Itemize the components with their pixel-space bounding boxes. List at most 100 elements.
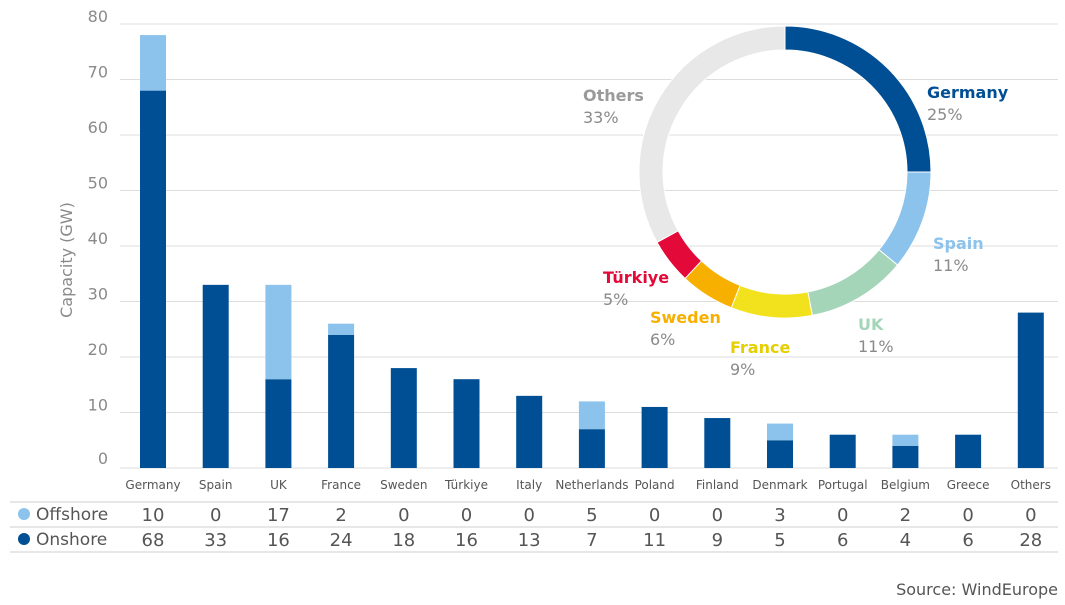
table-cell: 16 [267, 530, 290, 551]
bar-onshore [955, 434, 982, 468]
donut-percent: 6% [650, 330, 675, 349]
x-tick-label: Belgium [881, 478, 930, 492]
donut-percent: 5% [603, 290, 628, 309]
table-cell: 33 [204, 530, 227, 551]
legend-swatch-onshore [18, 533, 30, 545]
table-cell: 7 [586, 530, 597, 551]
donut-label: France [730, 338, 790, 357]
bar-offshore [892, 434, 919, 446]
table-cell: 17 [267, 505, 290, 526]
y-tick-label: 80 [88, 7, 108, 26]
x-tick-label: Poland [635, 478, 675, 492]
donut-percent: 33% [583, 108, 619, 127]
table-cell: 2 [335, 505, 346, 526]
table-cell: 18 [392, 530, 415, 551]
x-tick-label: Sweden [380, 478, 427, 492]
bar-offshore [578, 401, 605, 430]
donut-slice-uk [807, 249, 899, 316]
bar-onshore [641, 406, 668, 468]
bar-onshore [516, 395, 543, 468]
y-tick-label: 30 [88, 285, 108, 304]
table-cell: 5 [774, 530, 785, 551]
table-cell: 0 [210, 505, 221, 526]
donut-slice-others [638, 25, 786, 244]
donut-percent: 25% [927, 105, 963, 124]
donut-chart: Germany 25% Spain 11% UK 11% France 9% Sweden 6% T… [583, 25, 1009, 379]
donut-percent: 9% [730, 360, 755, 379]
x-tick-label: Germany [125, 478, 180, 492]
table-cell: 9 [712, 530, 723, 551]
table-cell: 0 [523, 505, 534, 526]
y-tick-label: 0 [98, 449, 108, 468]
bar-offshore [767, 423, 793, 441]
bar-onshore [390, 368, 417, 468]
x-tick-label: Finland [696, 478, 739, 492]
legend-swatch-offshore [18, 508, 30, 520]
table-cell: 0 [461, 505, 472, 526]
y-tick-label: 20 [88, 340, 108, 359]
bar-offshore [140, 35, 166, 91]
x-axis-ticks: Germany Spain UK France Sweden Türkiye Italy Ne… [125, 478, 1051, 492]
x-tick-label: Greece [947, 478, 990, 492]
table-cell: 3 [774, 505, 785, 526]
bar-onshore [202, 284, 229, 468]
donut-percent: 11% [933, 256, 969, 275]
bar-onshore [140, 90, 166, 468]
table-cell: 0 [1025, 505, 1036, 526]
donut-percent: 11% [858, 337, 894, 356]
donut-label: Sweden [650, 308, 721, 327]
table-cell: 11 [643, 530, 666, 551]
table-cell: 0 [962, 505, 973, 526]
bar-onshore [328, 334, 355, 468]
table-cell: 0 [649, 505, 660, 526]
donut-label: Others [583, 86, 644, 105]
x-tick-label: Italy [516, 478, 542, 492]
data-table: Offshore 10 0 17 2 0 0 0 5 0 0 3 0 2 0 0 Onshore 68 33 16 24… [10, 501, 1058, 553]
bar-onshore [892, 445, 919, 468]
donut-label: Germany [927, 83, 1009, 102]
y-axis-ticks: 0 10 20 30 40 50 60 70 80 [88, 7, 108, 468]
y-tick-label: 60 [88, 118, 108, 137]
donut-slice-spain [878, 171, 932, 266]
donut-slice-france [730, 284, 813, 319]
donut-label: Spain [933, 234, 984, 253]
table-cell: 6 [837, 530, 848, 551]
x-tick-label: Portugal [818, 478, 868, 492]
legend-label: Onshore [36, 530, 107, 550]
table-cell: 10 [142, 505, 165, 526]
y-tick-label: 10 [88, 396, 108, 415]
bar-onshore [829, 434, 856, 468]
table-cell: 28 [1019, 530, 1042, 551]
donut-label: Türkiye [603, 268, 669, 287]
x-tick-label: Türkiye [444, 478, 488, 492]
legend-label: Offshore [36, 505, 108, 525]
table-cell: 0 [712, 505, 723, 526]
donut-label: UK [858, 315, 884, 334]
table-cell: 4 [900, 530, 911, 551]
x-tick-label: UK [270, 478, 288, 492]
bar-onshore [1017, 312, 1044, 468]
x-tick-label: Others [1011, 478, 1051, 492]
bars [140, 35, 1044, 468]
source-note: Source: WindEurope [896, 580, 1058, 599]
y-tick-label: 70 [88, 63, 108, 82]
table-cell: 0 [398, 505, 409, 526]
x-tick-label: Netherlands [555, 478, 628, 492]
y-tick-label: 40 [88, 229, 108, 248]
table-cell: 6 [962, 530, 973, 551]
donut-slice-germany [784, 25, 932, 173]
bar-onshore [265, 379, 292, 468]
table-cell: 5 [586, 505, 597, 526]
bar-offshore [328, 323, 355, 335]
bar-onshore [578, 429, 605, 468]
bar-offshore [265, 284, 292, 380]
bar-onshore [767, 440, 793, 468]
x-tick-label: Spain [199, 478, 233, 492]
table-cell: 24 [330, 530, 353, 551]
x-tick-label: France [321, 478, 361, 492]
table-cell: 68 [142, 530, 165, 551]
table-cell: 0 [837, 505, 848, 526]
table-cell: 2 [900, 505, 911, 526]
